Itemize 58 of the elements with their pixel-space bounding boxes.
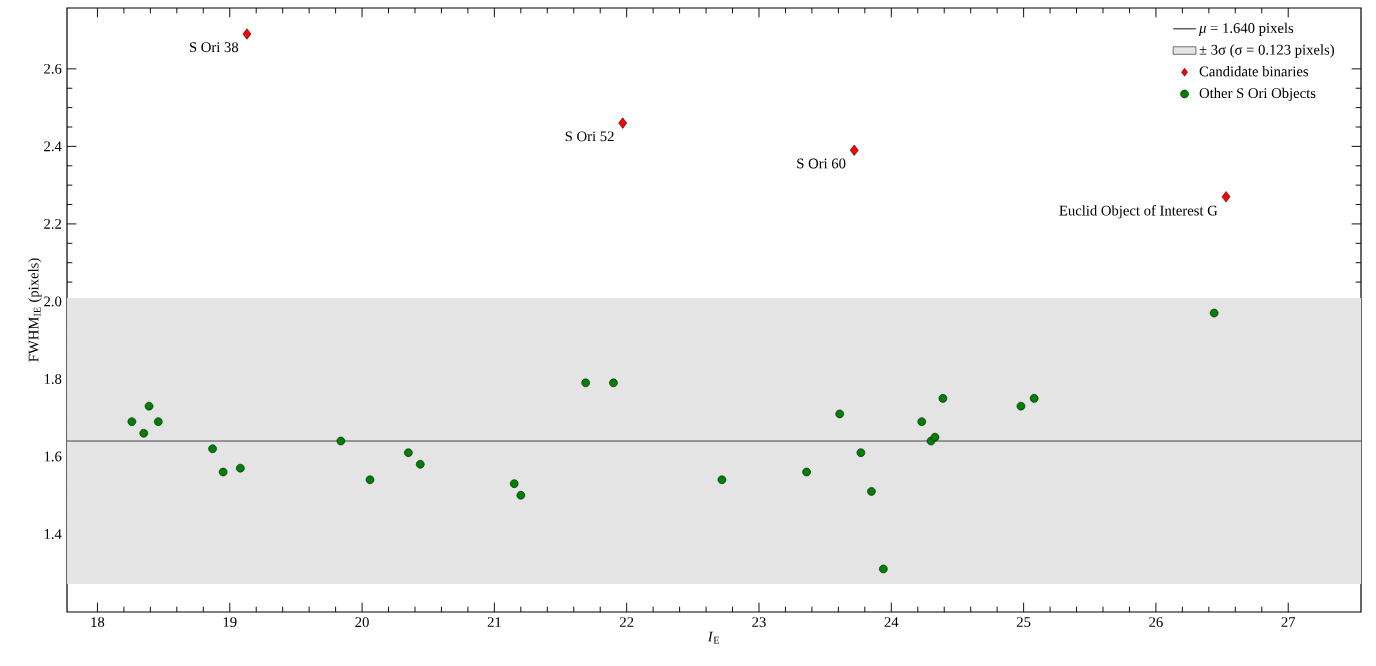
point [609, 378, 618, 388]
point [208, 444, 217, 454]
y-axis-title: FWHM$_{IE}$ (pixels) [28, 258, 42, 362]
x-tick-label: 19 [223, 617, 237, 627]
point [509, 479, 519, 488]
point [917, 417, 926, 426]
point [930, 432, 940, 442]
y-tick-label: 1.6 [44, 451, 62, 462]
point [938, 394, 948, 403]
y-tick-label: 2.6 [44, 63, 62, 74]
point [856, 448, 866, 457]
point [139, 428, 149, 438]
point [1029, 394, 1039, 403]
x-tick-label: 22 [620, 617, 634, 627]
point [336, 436, 346, 446]
point [879, 564, 888, 574]
point [849, 144, 859, 156]
x-tick-label: 18 [91, 617, 105, 628]
x-tick-label: 24 [884, 617, 899, 627]
annotation: Euclid Object of Interest G [1059, 205, 1218, 219]
annotation: S Ori 52 [565, 131, 614, 142]
annotation: S Ori 38 [189, 42, 239, 53]
legend-label: ± 3σ (σ = 0.123 pixels) [1199, 44, 1335, 58]
point [416, 460, 425, 469]
point [802, 467, 811, 477]
point [867, 487, 876, 496]
point [516, 491, 526, 500]
x-tick-label: 26 [1149, 617, 1163, 627]
x-tick-label: 20 [355, 617, 369, 628]
point [365, 475, 375, 485]
x-tick-label: 25 [1016, 617, 1031, 627]
y-tick-label: 1.4 [44, 529, 62, 540]
point [144, 401, 154, 411]
y-tick-label: 2.0 [44, 296, 62, 307]
y-tick-label: 1.8 [44, 374, 62, 384]
y-tick-label: 2.4 [44, 141, 62, 152]
point [404, 448, 413, 457]
point [1016, 401, 1026, 411]
y-tick-label: 2.2 [44, 218, 62, 229]
x-tick-label: 21 [487, 617, 501, 627]
point [581, 378, 590, 388]
point [717, 475, 727, 485]
point [1221, 191, 1231, 203]
point [154, 417, 163, 426]
point [218, 467, 228, 477]
legend-label: Other S Ori Objects [1199, 87, 1316, 102]
legend-label: Candidate binaries [1199, 66, 1309, 77]
point [1209, 308, 1219, 318]
point [127, 417, 137, 426]
point [242, 28, 252, 40]
x-tick-label: 23 [752, 617, 766, 627]
x-axis-title: I$_{E}$ [707, 631, 720, 644]
point [618, 117, 627, 129]
annotation: S Ori 60 [797, 158, 846, 169]
legend-label: μ = 1.640 pixels [1199, 22, 1294, 36]
point [236, 463, 245, 473]
x-tick-label: 27 [1281, 617, 1296, 627]
point [835, 409, 844, 419]
